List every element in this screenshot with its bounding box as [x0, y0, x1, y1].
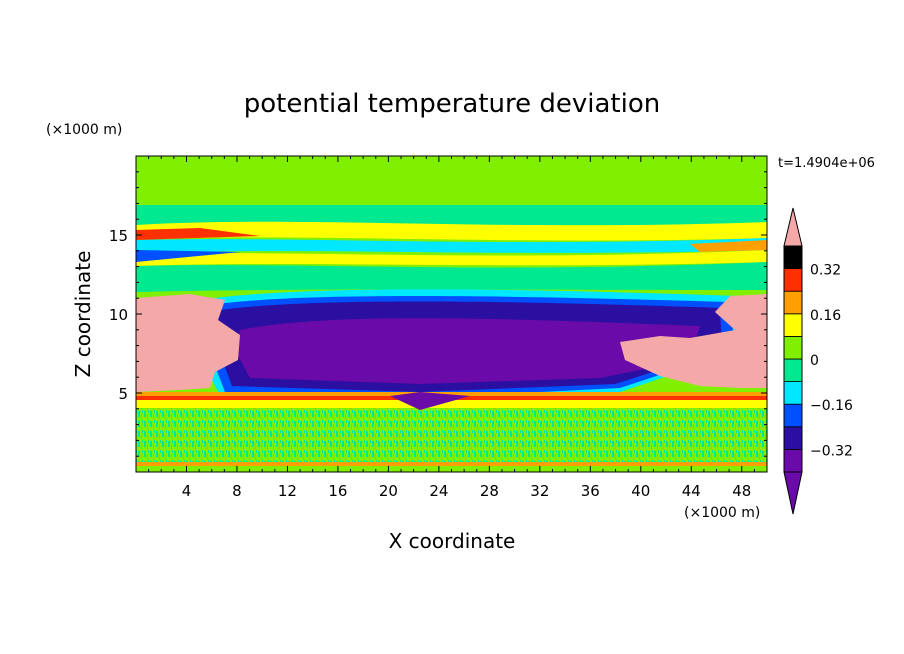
x-tick-label: 8 — [232, 482, 242, 500]
x-tick-label: 32 — [530, 482, 549, 500]
x-tick-label: 40 — [631, 482, 650, 500]
colorbar-segment — [783, 381, 803, 405]
warm-anomaly-left — [136, 294, 240, 392]
y-tick-label: 15 — [109, 227, 128, 245]
upper-band-1 — [136, 205, 767, 225]
warm-anomaly-right — [620, 294, 767, 388]
x-tick-label: 28 — [480, 482, 499, 500]
lower-noise-region — [136, 408, 767, 466]
x-tick-label: 44 — [682, 482, 701, 500]
upper-band-7 — [136, 250, 240, 262]
colorbar-below-triangle — [783, 471, 803, 515]
colorbar-tick-label: 0 — [810, 353, 819, 369]
y-tick-label: 5 — [118, 385, 128, 403]
y-tick-label: 10 — [109, 306, 128, 324]
y-unit-label: (×1000 m) — [46, 122, 122, 138]
upper-band-8 — [690, 240, 767, 252]
colorbar-segment — [783, 448, 803, 473]
colorbar-tick-label: 0.16 — [810, 308, 841, 324]
colorbar-tick-label: 0.32 — [810, 263, 841, 279]
colorbar: 0.32 0.16 0 −0.16 −0.32 — [783, 207, 853, 515]
x-tick-label: 4 — [182, 482, 192, 500]
warm-band-3 — [136, 400, 767, 408]
x-axis: 4 8 12 16 20 24 28 32 36 40 44 48 — [148, 156, 755, 500]
y-axis-label: Z coordinate — [71, 251, 95, 378]
x-unit-label: (×1000 m) — [684, 505, 760, 521]
colorbar-tick-label: −0.16 — [810, 398, 853, 414]
x-tick-label: 48 — [732, 482, 751, 500]
colorbar-segment — [783, 290, 803, 315]
upper-band-6 — [136, 228, 260, 240]
bottom-warm-strip — [136, 462, 767, 466]
cold-spot — [390, 392, 470, 410]
colorbar-segment — [783, 358, 803, 383]
colorbar-segment — [783, 426, 803, 450]
x-tick-label: 36 — [581, 482, 600, 500]
cold-anomaly-core — [235, 318, 700, 384]
x-tick-label: 16 — [328, 482, 347, 500]
upper-band-4 — [136, 250, 767, 266]
upper-band-3 — [136, 238, 767, 254]
colorbar-frame — [783, 245, 803, 473]
colorbar-segment — [783, 313, 803, 337]
colorbar-segment — [783, 335, 803, 360]
x-axis-label: X coordinate — [389, 529, 516, 553]
field — [136, 156, 767, 472]
colorbar-above-triangle — [783, 207, 803, 247]
chart-title: potential temperature deviation — [244, 89, 660, 119]
colorbar-segment — [783, 245, 803, 270]
colorbar-tick-label: −0.32 — [810, 443, 853, 459]
x-tick-label: 12 — [278, 482, 297, 500]
x-tick-label: 20 — [379, 482, 398, 500]
y-axis: 5 10 15 — [109, 171, 767, 457]
x-tick-label: 24 — [429, 482, 448, 500]
time-label: t=1.4904e+06 — [778, 156, 875, 171]
colorbar-segment — [783, 403, 803, 428]
upper-band-2 — [136, 221, 767, 241]
colorbar-segment — [783, 268, 803, 292]
upper-band-5 — [136, 262, 767, 292]
